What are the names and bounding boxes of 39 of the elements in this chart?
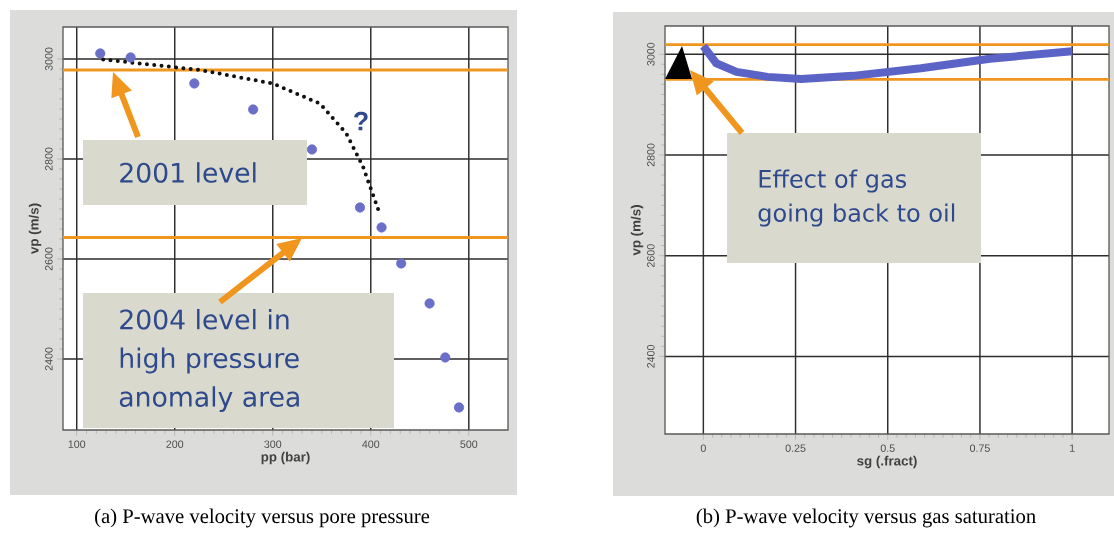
- y-tick-label: 3000: [647, 42, 655, 66]
- y-tick-label: 2800: [45, 147, 53, 171]
- point: [440, 352, 451, 363]
- y-tick-label: 2600: [647, 244, 655, 268]
- x-tick-label: 1: [1069, 444, 1075, 452]
- x-tick-label: 300: [264, 440, 282, 448]
- x-tick-label: 500: [460, 440, 478, 448]
- y-axis-title: vp (m/s): [28, 203, 42, 255]
- x-tick-label: 0.75: [969, 444, 990, 452]
- point: [306, 144, 318, 155]
- x-tick-label: 400: [362, 440, 380, 448]
- y-tick-label: 2600: [45, 247, 53, 271]
- point: [424, 298, 435, 309]
- x-tick-label: 200: [166, 440, 184, 448]
- point: [189, 78, 200, 89]
- y-axis-title: vp (m/s): [630, 205, 644, 256]
- y-tick-label: 2800: [647, 143, 655, 167]
- point: [125, 52, 136, 63]
- x-tick-label: 0.5: [880, 444, 895, 452]
- annotation: Effect of gas going back to oil: [758, 169, 955, 227]
- x-axis-title: sg (.fract): [857, 455, 917, 469]
- point: [354, 202, 366, 213]
- point: [453, 402, 465, 413]
- point: [396, 258, 407, 269]
- y-tick-label: 3000: [45, 47, 53, 71]
- text: (a) P-wave velocity versus pore pressure: [95, 508, 430, 528]
- y-tick-label: 2400: [647, 344, 655, 368]
- x-tick-label: 100: [68, 440, 86, 448]
- point: [248, 104, 259, 115]
- y-tick-label: 2400: [45, 347, 53, 371]
- annotation: 2001 level: [120, 162, 256, 183]
- annotation: ?: [354, 111, 368, 131]
- text: (b) P-wave velocity versus gas saturation: [696, 508, 1036, 528]
- x-axis-title: pp (bar): [261, 451, 310, 465]
- point: [95, 48, 106, 59]
- annotation: 2004 level in high pressure anomaly area: [119, 308, 299, 413]
- x-tick-label: 0: [700, 444, 706, 452]
- point: [376, 222, 387, 233]
- x-tick-label: 0.25: [785, 444, 806, 452]
